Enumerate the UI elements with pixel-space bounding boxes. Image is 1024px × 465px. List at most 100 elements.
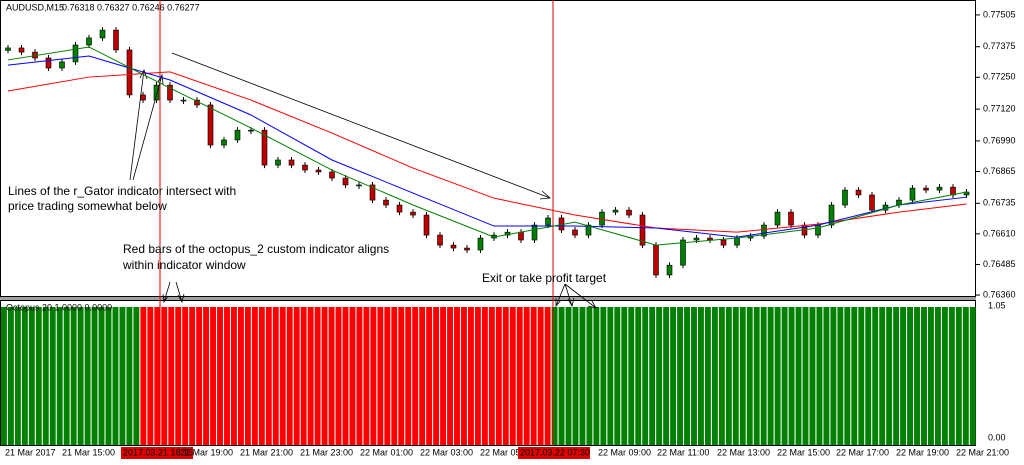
price-label: 0.76360 [983, 289, 1016, 299]
candle [639, 214, 646, 246]
candle [167, 84, 173, 101]
signal-bar [105, 307, 112, 445]
candle [342, 177, 349, 186]
candle [45, 57, 52, 69]
price-label: 0.76485 [983, 259, 1016, 269]
time-label: 22 Mar 15:00 [777, 447, 830, 457]
panel-separator [0, 297, 976, 300]
gator-line [7, 71, 967, 233]
candle [113, 29, 119, 51]
signal-bar [147, 307, 154, 445]
signal-bar [56, 307, 63, 445]
signal-bar [872, 307, 879, 445]
signal-bar [342, 307, 349, 445]
price-label: 0.76735 [983, 198, 1016, 208]
signal-bars [1, 307, 976, 445]
gator-line [7, 46, 967, 246]
candle [720, 239, 727, 246]
candle [761, 224, 767, 237]
candle [383, 199, 389, 206]
signal-bar [412, 307, 419, 445]
signal-bar [356, 307, 363, 445]
time-highlight [518, 447, 590, 459]
candle [234, 129, 241, 141]
candle [869, 194, 875, 211]
signal-bar [816, 307, 823, 445]
candle [923, 187, 929, 191]
signal-bar [858, 307, 865, 445]
signal-bar [481, 307, 488, 445]
candle [518, 231, 524, 241]
candle [815, 224, 821, 236]
signal-bar [126, 307, 133, 445]
signal-bar [300, 307, 307, 445]
candle [788, 211, 794, 226]
signal-bar [42, 307, 49, 445]
candle [396, 204, 403, 213]
quote: 0.76318 0.76327 0.76246 0.76277 [62, 2, 200, 12]
candle [356, 184, 362, 187]
signal-bar [711, 307, 718, 445]
candle [572, 229, 578, 236]
signal-bar [684, 307, 690, 445]
signal-bar [433, 307, 440, 445]
signal-bar [461, 307, 467, 445]
signal-bar [725, 307, 732, 445]
signal-bar [314, 307, 321, 445]
signal-bar [112, 307, 119, 445]
time-label: 22 Mar 09:00 [598, 447, 651, 457]
candle [464, 247, 470, 251]
candle [842, 189, 848, 206]
signal-bar [635, 307, 642, 445]
signal-bar [161, 307, 168, 445]
candle [153, 84, 160, 101]
time-label: 21 Mar 19:00 [180, 447, 233, 457]
signal-bar [649, 307, 656, 445]
signal-bar [760, 307, 767, 445]
signal-bar [537, 307, 544, 445]
time-label: 2017.03.22 07:30 [520, 447, 590, 457]
signal-bar [795, 307, 802, 445]
signal-bar [377, 307, 384, 445]
signal-bar [63, 307, 70, 445]
signal-bar [363, 307, 370, 445]
signal-bar [98, 307, 105, 445]
signal-bar [7, 307, 14, 445]
signal-bar [530, 307, 537, 445]
signal-bar [830, 307, 837, 445]
candle [450, 244, 457, 249]
signal-bar [558, 307, 565, 445]
indicator-top: 1.05 [988, 300, 1006, 310]
candle [734, 237, 740, 246]
signal-bar [210, 307, 216, 445]
annotation: price trading somewhat below [8, 199, 167, 213]
signal-bar [474, 307, 481, 445]
annotation: Exit or take profit target [482, 271, 607, 285]
signal-bar [718, 307, 725, 445]
candle [302, 164, 308, 171]
time-label: 22 Mar 13:00 [717, 447, 770, 457]
signal-bar [419, 307, 426, 445]
signal-bar [119, 307, 126, 445]
signal-bar [921, 307, 927, 445]
time-label: 22 Mar 01:00 [360, 447, 413, 457]
signal-bar [335, 307, 342, 445]
candle [531, 224, 538, 241]
signal-bar [704, 307, 711, 445]
time-label: 2017.03.21 18:15 [123, 447, 193, 457]
signal-bar [691, 307, 697, 445]
price-label: 0.77250 [983, 72, 1016, 82]
time-label: 21 Mar 23:00 [300, 447, 353, 457]
signal-bar [565, 307, 572, 445]
signal-bar [447, 307, 453, 445]
signal-bar [391, 307, 398, 445]
signal-bar [77, 307, 84, 445]
candle [680, 239, 686, 266]
price-label: 0.77375 [983, 41, 1016, 51]
signal-bar [426, 307, 433, 445]
signal-bar [941, 307, 948, 445]
signal-bar [739, 307, 746, 445]
candle [693, 237, 700, 241]
octopus-arrows [162, 281, 185, 304]
signal-bar [91, 307, 98, 445]
